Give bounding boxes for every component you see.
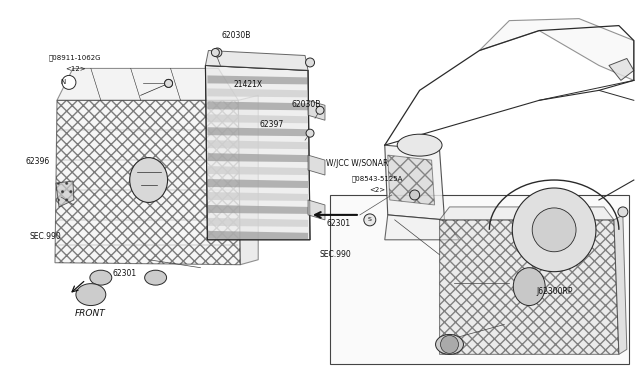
Ellipse shape [145, 270, 166, 285]
Text: <12>: <12> [65, 66, 86, 72]
Ellipse shape [436, 334, 463, 355]
Circle shape [532, 208, 576, 252]
Polygon shape [440, 220, 619, 355]
Text: FRONT: FRONT [74, 310, 105, 318]
Circle shape [305, 58, 314, 67]
Circle shape [211, 48, 220, 57]
Circle shape [364, 214, 376, 226]
Polygon shape [388, 155, 435, 205]
Polygon shape [207, 231, 308, 240]
Polygon shape [205, 51, 308, 70]
Polygon shape [614, 215, 627, 355]
Circle shape [306, 129, 314, 137]
Polygon shape [207, 101, 308, 110]
Polygon shape [308, 200, 325, 220]
Polygon shape [207, 76, 308, 84]
Circle shape [94, 271, 108, 285]
Polygon shape [207, 127, 308, 136]
Polygon shape [56, 181, 74, 207]
Ellipse shape [397, 134, 442, 156]
Polygon shape [207, 218, 308, 227]
Circle shape [148, 271, 163, 285]
Polygon shape [440, 207, 614, 220]
Polygon shape [479, 19, 634, 80]
Text: J62300RP: J62300RP [537, 287, 573, 296]
Text: 62397: 62397 [259, 121, 284, 129]
Ellipse shape [130, 158, 168, 202]
Text: S: S [368, 217, 372, 222]
Polygon shape [205, 65, 310, 240]
Circle shape [62, 76, 76, 89]
Text: 21421X: 21421X [234, 80, 263, 89]
Circle shape [164, 79, 173, 87]
Text: W/JCC W/SONAR: W/JCC W/SONAR [326, 159, 388, 168]
Polygon shape [207, 114, 308, 123]
Circle shape [316, 106, 324, 114]
Circle shape [410, 190, 420, 200]
Circle shape [213, 48, 222, 57]
Text: 62301: 62301 [113, 269, 137, 278]
Polygon shape [385, 145, 445, 220]
Polygon shape [207, 205, 308, 214]
Polygon shape [207, 179, 308, 188]
Circle shape [81, 285, 101, 305]
Polygon shape [207, 166, 308, 175]
Text: SEC.990: SEC.990 [320, 250, 352, 259]
Circle shape [618, 207, 628, 217]
Text: 62030B: 62030B [221, 31, 250, 41]
Ellipse shape [76, 283, 106, 305]
Circle shape [164, 79, 173, 87]
Text: 62301: 62301 [326, 219, 351, 228]
Polygon shape [55, 100, 240, 265]
Text: Ⓝ08543-5125A: Ⓝ08543-5125A [352, 175, 403, 182]
Circle shape [440, 336, 458, 353]
Polygon shape [609, 58, 634, 80]
Text: <2>: <2> [370, 187, 386, 193]
Polygon shape [207, 192, 308, 201]
Text: N: N [60, 79, 65, 86]
Text: ⓝ08911-1062G: ⓝ08911-1062G [49, 55, 102, 61]
Polygon shape [385, 215, 460, 240]
Polygon shape [57, 68, 238, 100]
Polygon shape [207, 153, 308, 162]
Text: 62030B: 62030B [291, 100, 321, 109]
Polygon shape [308, 155, 325, 175]
Polygon shape [308, 100, 325, 120]
Bar [330, 195, 629, 364]
Polygon shape [207, 140, 308, 149]
Polygon shape [207, 89, 308, 97]
Text: 62396: 62396 [26, 157, 50, 166]
Ellipse shape [90, 270, 112, 285]
Ellipse shape [513, 268, 545, 305]
Circle shape [512, 188, 596, 272]
Polygon shape [238, 95, 258, 265]
Text: SEC.990: SEC.990 [30, 231, 61, 241]
